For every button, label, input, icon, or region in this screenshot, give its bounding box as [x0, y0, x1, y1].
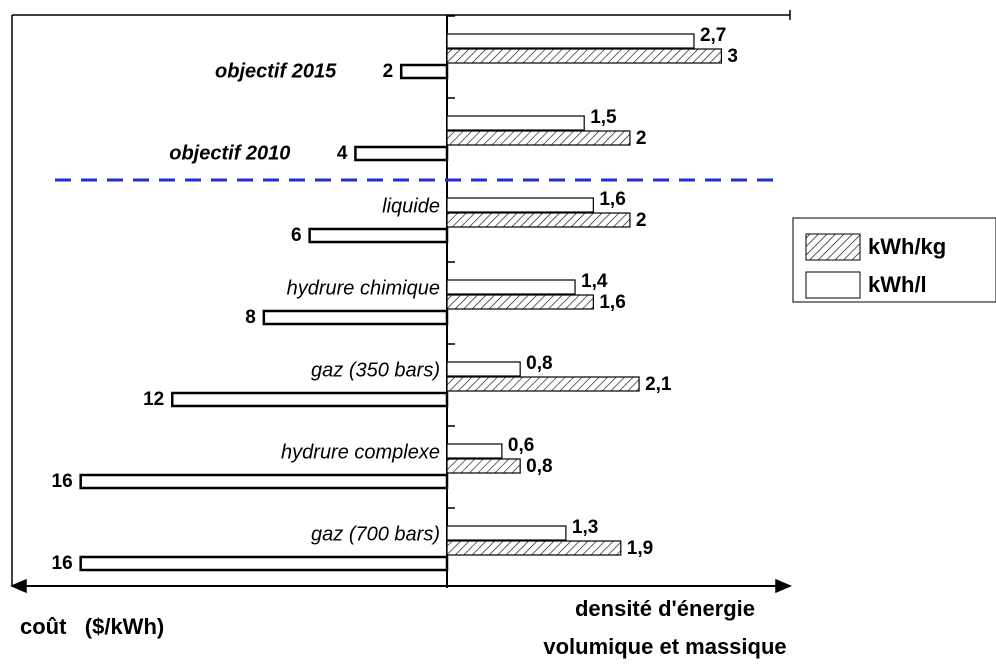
value-label: 2,1 [645, 374, 672, 395]
bar [446, 458, 521, 474]
legend-label: kWh/kg [868, 234, 946, 259]
value-label: 16 [52, 471, 73, 492]
frame [10, 10, 792, 594]
value-label: 1,9 [627, 538, 653, 559]
cost-bar [79, 473, 449, 490]
x-axis-label: volumique et massique [543, 634, 786, 659]
cost-bar [79, 555, 449, 572]
value-label: 3 [727, 46, 738, 67]
category-label: liquide [382, 195, 440, 217]
legend-swatch [805, 233, 861, 261]
bar [446, 540, 622, 556]
cost-bar [262, 309, 449, 326]
x-axis-label: densité d'énergie [575, 596, 755, 621]
value-label: 1,3 [572, 517, 598, 538]
bar [446, 443, 503, 459]
bar [446, 279, 576, 295]
bar [446, 130, 631, 146]
cost-bar [308, 227, 449, 244]
bar [446, 376, 640, 392]
cost-bar [171, 391, 449, 408]
value-label: 1,6 [599, 189, 625, 210]
cost-bar [354, 145, 449, 162]
value-label: 1,6 [599, 292, 625, 313]
value-label: 4 [337, 143, 348, 164]
x2-axis-label: coût ($/kWh) [20, 614, 164, 639]
value-label: 2 [636, 210, 647, 231]
bar [446, 33, 695, 49]
cost-bar [399, 63, 449, 80]
category-label: hydrure chimique [287, 277, 440, 299]
bar [446, 361, 521, 377]
value-label: 6 [291, 225, 302, 246]
category-label: objectif 2015 [215, 60, 337, 82]
value-label: 1,4 [581, 271, 608, 292]
value-label: 0,8 [526, 353, 552, 374]
bar [446, 115, 585, 131]
legend-label: kWh/l [868, 272, 927, 297]
legend-swatch [805, 271, 861, 299]
category-label: gaz (700 bars) [311, 523, 440, 545]
bar [446, 525, 567, 541]
bar [446, 294, 594, 310]
bar [446, 212, 631, 228]
value-label: 0,6 [508, 435, 534, 456]
category-label: gaz (350 bars) [311, 359, 440, 381]
value-label: 0,8 [526, 456, 552, 477]
value-label: 2 [383, 61, 394, 82]
category-label: objectif 2010 [169, 142, 290, 164]
value-label: 2,7 [700, 25, 726, 46]
value-label: 8 [245, 307, 256, 328]
category-label: hydrure complexe [281, 441, 440, 463]
bar [446, 48, 722, 64]
value-label: 12 [143, 389, 164, 410]
value-label: 16 [52, 553, 73, 574]
value-label: 1,5 [590, 107, 617, 128]
value-label: 2 [636, 128, 647, 149]
bar [446, 197, 594, 213]
